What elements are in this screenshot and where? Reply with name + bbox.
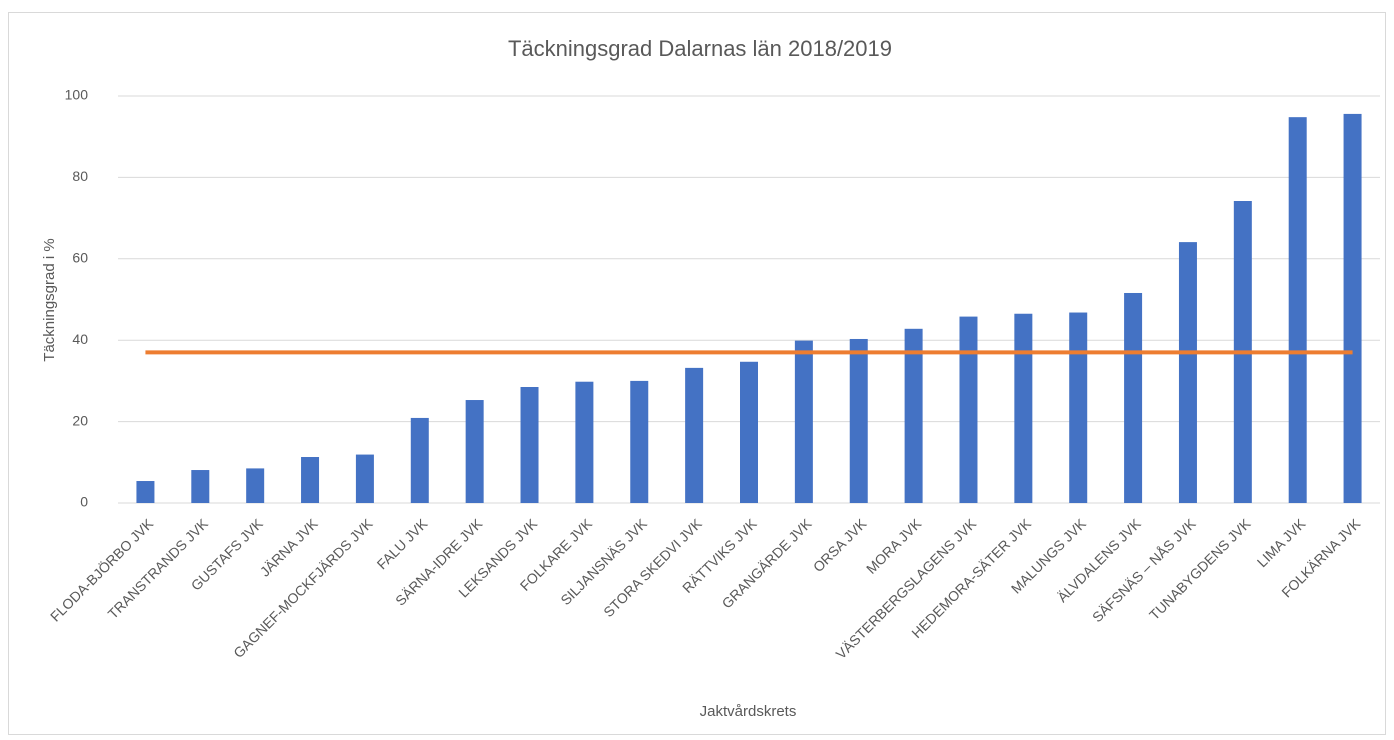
bar xyxy=(575,381,594,503)
y-tick-label: 80 xyxy=(72,168,88,184)
bar xyxy=(1343,113,1362,504)
y-axis-title: Täckningsgrad i % xyxy=(41,238,58,361)
y-tick-label: 60 xyxy=(72,250,88,266)
bar xyxy=(191,470,210,503)
bar xyxy=(630,380,649,503)
bar xyxy=(1178,242,1197,503)
bar xyxy=(685,367,704,503)
bar xyxy=(904,328,923,503)
bar xyxy=(1014,313,1033,503)
bar xyxy=(520,387,539,503)
bar xyxy=(246,468,265,503)
bar xyxy=(355,454,374,503)
chart-title: Täckningsgrad Dalarnas län 2018/2019 xyxy=(508,36,892,61)
y-tick-label: 40 xyxy=(72,331,88,347)
bar xyxy=(794,340,813,503)
bar xyxy=(959,316,978,503)
bar xyxy=(849,338,868,503)
bar xyxy=(465,400,484,503)
bar xyxy=(301,457,320,503)
bar xyxy=(1288,117,1307,503)
y-tick-label: 20 xyxy=(72,412,88,428)
bar xyxy=(136,481,155,503)
bar xyxy=(1124,292,1143,503)
bar xyxy=(1069,312,1088,503)
x-axis-title: Jaktvårdskrets xyxy=(700,703,797,720)
y-tick-label: 0 xyxy=(80,494,88,510)
y-tick-label: 100 xyxy=(65,87,89,103)
bar xyxy=(410,417,429,503)
bar xyxy=(740,361,758,503)
